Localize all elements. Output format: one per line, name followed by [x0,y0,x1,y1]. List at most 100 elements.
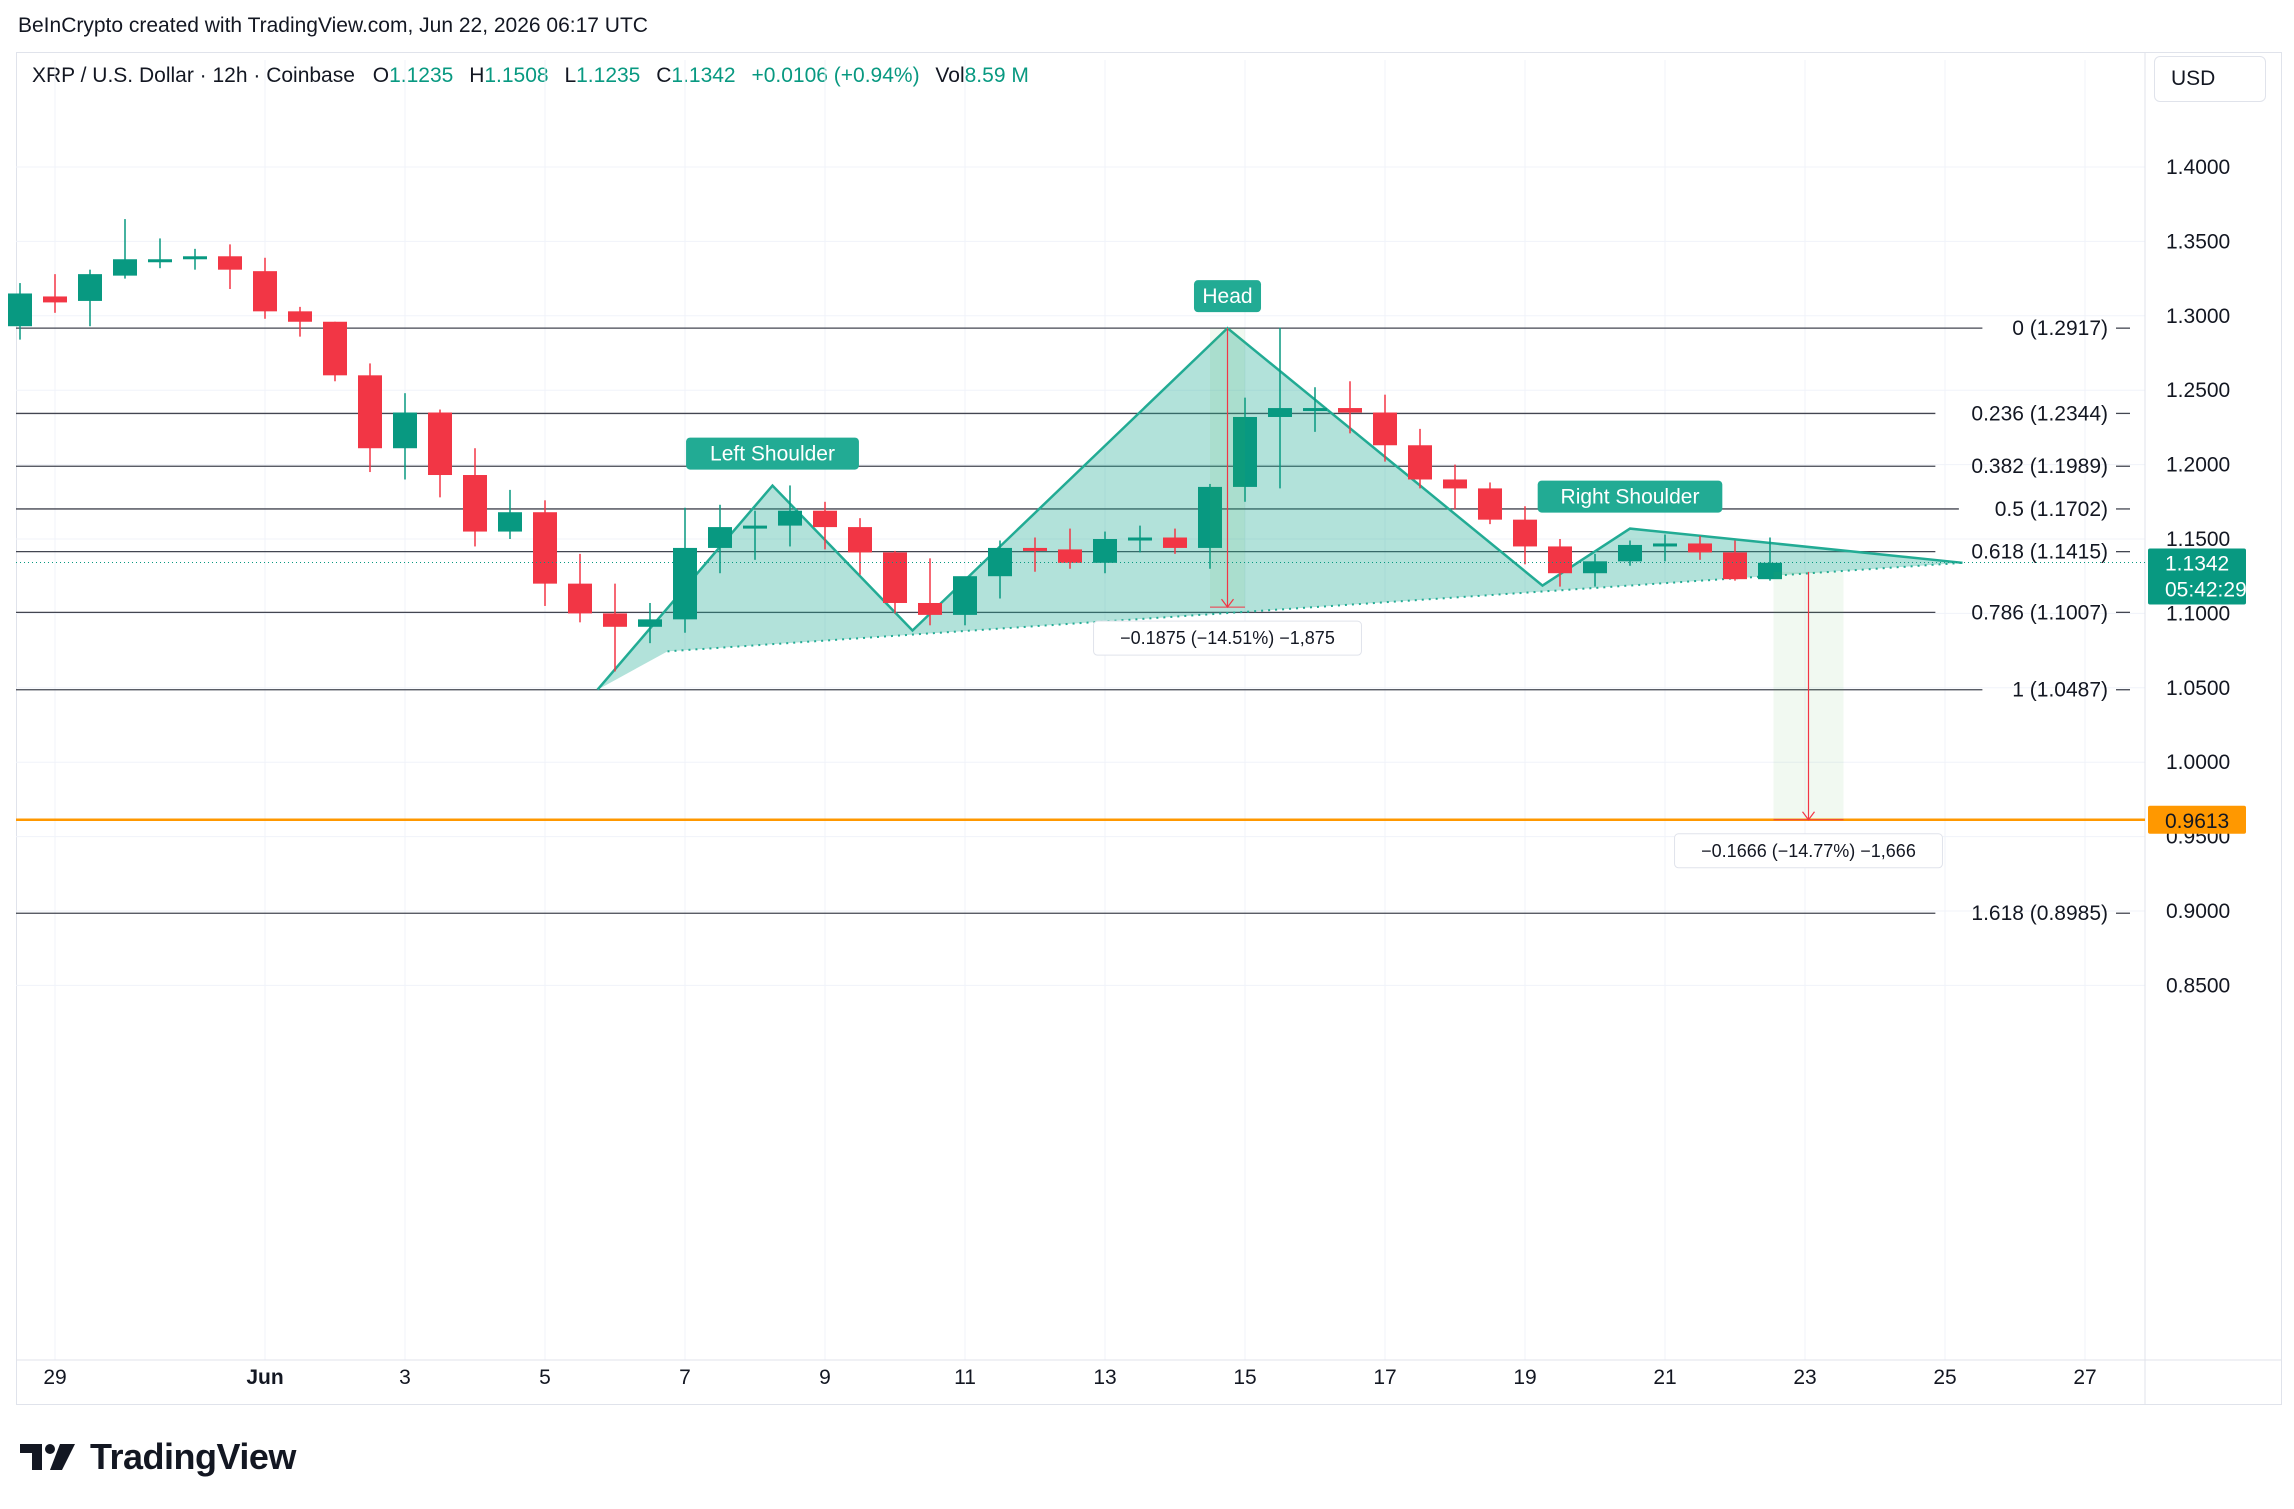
candle-body [78,274,102,301]
candle [323,321,347,382]
fib-label: 0.236 (1.2344) [1971,402,2108,425]
candle [113,219,137,279]
left-shoulder-label-text: Left Shoulder [710,443,835,466]
candle-body [883,552,907,603]
candle-body [288,311,312,322]
candle [1758,537,1782,581]
time-tick-label: 15 [1233,1366,1256,1389]
candle-body [393,412,417,449]
candle [1723,540,1747,581]
candle-body [253,271,277,312]
time-tick-label: 21 [1653,1366,1676,1389]
change-value: +0.0106 (+0.94%) [751,64,920,87]
tradingview-logo[interactable]: TradingView [20,1436,296,1478]
candle-body [183,256,207,260]
candle-body [1023,547,1047,551]
fib-levels: 0 (1.2917) 0.236 (1.2344) 0.382 (1.1989) 0.… [16,317,2145,925]
candle-body [43,296,67,303]
symbol-title[interactable]: XRP / U.S. Dollar · 12h · Coinbase [32,64,355,87]
candle-body [1723,552,1747,580]
open-label: O [372,64,390,87]
time-axis[interactable]: 29 Jun 3 5 7 9 11 13 15 17 19 21 23 25 27 [43,1366,2096,1389]
candle [43,274,67,313]
candle-body [1618,544,1642,562]
candle-body [1058,549,1082,563]
time-tick-label: 27 [2073,1366,2096,1389]
candle [218,244,242,290]
price-tick-label: 1.3000 [2166,305,2230,328]
candle-body [1548,546,1572,574]
candle-body [953,576,977,615]
candle-body [113,259,137,276]
candle-body [463,475,487,532]
price-tick-label: 1.2000 [2166,454,2230,477]
candle [708,504,732,574]
time-tick-label: 9 [819,1366,831,1389]
time-tick-label: 3 [399,1366,411,1389]
candle-body [533,512,557,584]
candle-body [218,256,242,270]
high-label: H [469,64,485,87]
candle-body [323,321,347,376]
candle [1653,534,1677,562]
low-value: 1.1235 [576,64,641,87]
candle [1478,482,1502,525]
time-tick-label: 11 [954,1366,976,1389]
candle [358,363,382,473]
fib-label: 0.618 (1.1415) [1971,541,2108,564]
low-label: L [564,64,577,87]
candle-body [1408,445,1432,480]
measure-arrow-head [1221,598,1234,609]
time-tick-label: 17 [1373,1366,1396,1389]
candle [1198,483,1222,569]
fib-label: 0.382 (1.1989) [1971,455,2108,478]
time-tick-label: 19 [1513,1366,1536,1389]
current-price-value: 1.1342 [2165,553,2229,576]
candle [1338,381,1362,434]
time-tick-label: 13 [1093,1366,1116,1389]
candle [673,507,697,633]
candle [568,553,592,623]
high-value: 1.1508 [484,64,549,87]
candle [1408,428,1432,489]
candle-body [1198,486,1222,548]
candle [1688,536,1712,560]
candle [1618,540,1642,566]
candle [1023,537,1047,572]
right-shoulder-label-text: Right Shoulder [1561,486,1700,509]
candle [743,510,767,560]
symbol-legend: XRP / U.S. Dollar · 12h · Coinbase O 1.12… [32,64,1039,88]
head-label-text: Head [1202,285,1252,308]
close-value: 1.1342 [671,64,736,87]
fib-label: 1.618 (0.8985) [1971,902,2108,925]
head-label-bg [1193,280,1262,313]
candle-body [673,547,697,620]
price-tags: 1.1342 05:42:29 0.9613 [16,548,2247,834]
candle-body [1093,539,1117,563]
candle-body [1373,412,1397,446]
price-range-measure: −0.1875 (−14.51%) −1,875 [1093,328,1362,656]
candle-body [603,613,627,627]
measure-label-bg [1093,620,1362,656]
price-tick-label: 1.1000 [2166,602,2230,625]
fib-label: 1 (1.0487) [2012,679,2108,702]
candle [918,558,942,626]
price-range-measure: −0.1666 (−14.77%) −1,666 [1674,571,1943,869]
time-tick-label: Jun [246,1366,283,1389]
candles [8,219,1782,672]
price-tick-label: 1.3500 [2166,230,2230,253]
fib-label: 0.786 (1.1007) [1971,601,2108,624]
currency-button[interactable]: USD [2154,56,2266,102]
candle [1233,397,1257,502]
candle [883,550,907,614]
candle-body [1653,543,1677,547]
candle [1268,327,1292,489]
candle [288,306,312,337]
price-axis[interactable]: 1.4000 1.3500 1.3000 1.2500 1.2000 1.1500 1.10… [2166,156,2230,997]
candle [498,489,522,539]
bar-countdown: 05:42:29 [2165,579,2247,602]
candle-body [918,602,942,615]
candle [813,501,837,550]
candle [148,238,172,269]
